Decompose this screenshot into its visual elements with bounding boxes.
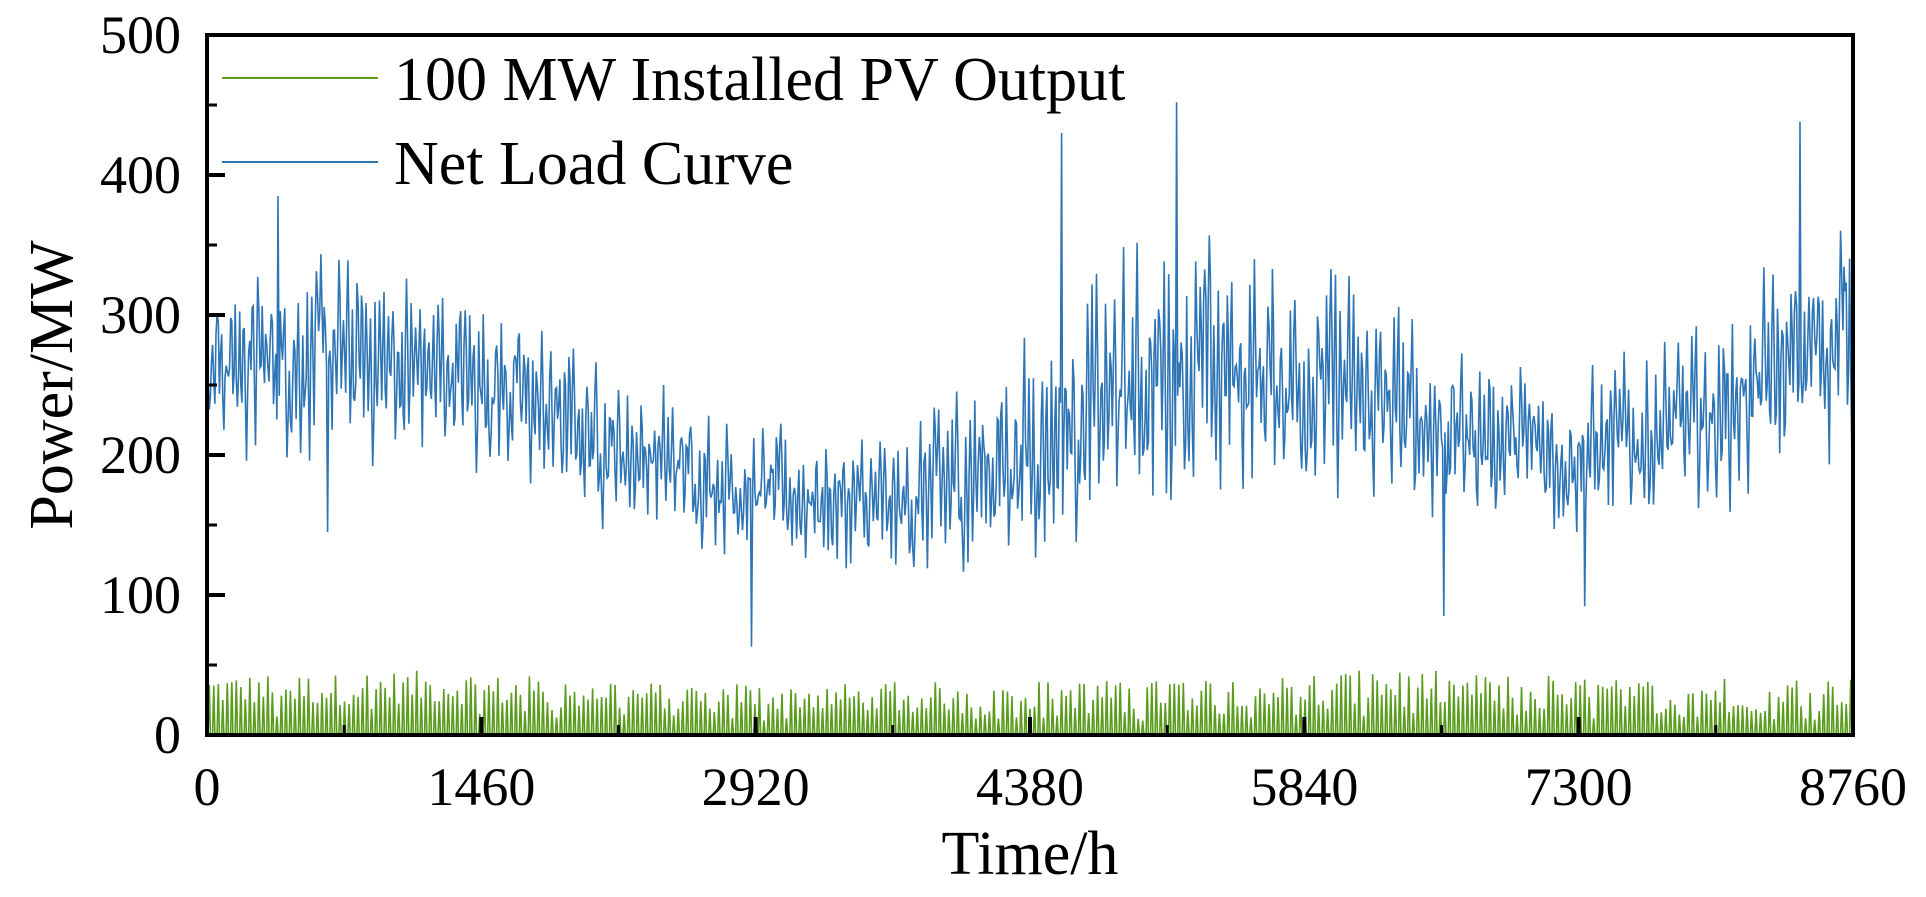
x-tick-label: 1460 xyxy=(427,757,535,817)
y-axis-title: Power/MW xyxy=(18,240,86,530)
x-tick-label: 5840 xyxy=(1250,757,1358,817)
y-tick-label: 0 xyxy=(154,705,181,765)
legend-label-net-load: Net Load Curve xyxy=(394,130,793,198)
y-tick-label: 300 xyxy=(100,285,181,345)
legend-label-pv: 100 MW Installed PV Output xyxy=(394,46,1125,114)
y-tick-label: 200 xyxy=(100,425,181,485)
y-tick-label: 400 xyxy=(100,145,181,205)
plot-background xyxy=(207,35,1853,735)
legend: 100 MW Installed PV Output Net Load Curv… xyxy=(222,46,1125,198)
x-tick-label: 8760 xyxy=(1799,757,1907,817)
x-tick-label: 2920 xyxy=(702,757,810,817)
axis-ticks: 0 1460 2920 4380 5840 7300 8760 0 100 200 300 400 50… xyxy=(100,5,1907,817)
y-tick-label: 500 xyxy=(100,5,181,65)
x-tick-label: 0 xyxy=(194,757,221,817)
x-tick-label: 4380 xyxy=(976,757,1084,817)
net-load-series xyxy=(206,102,1854,647)
net-load-line xyxy=(206,102,1854,647)
x-axis-title: Time/h xyxy=(942,820,1119,888)
y-tick-label: 100 xyxy=(100,565,181,625)
x-tick-label: 7300 xyxy=(1525,757,1633,817)
